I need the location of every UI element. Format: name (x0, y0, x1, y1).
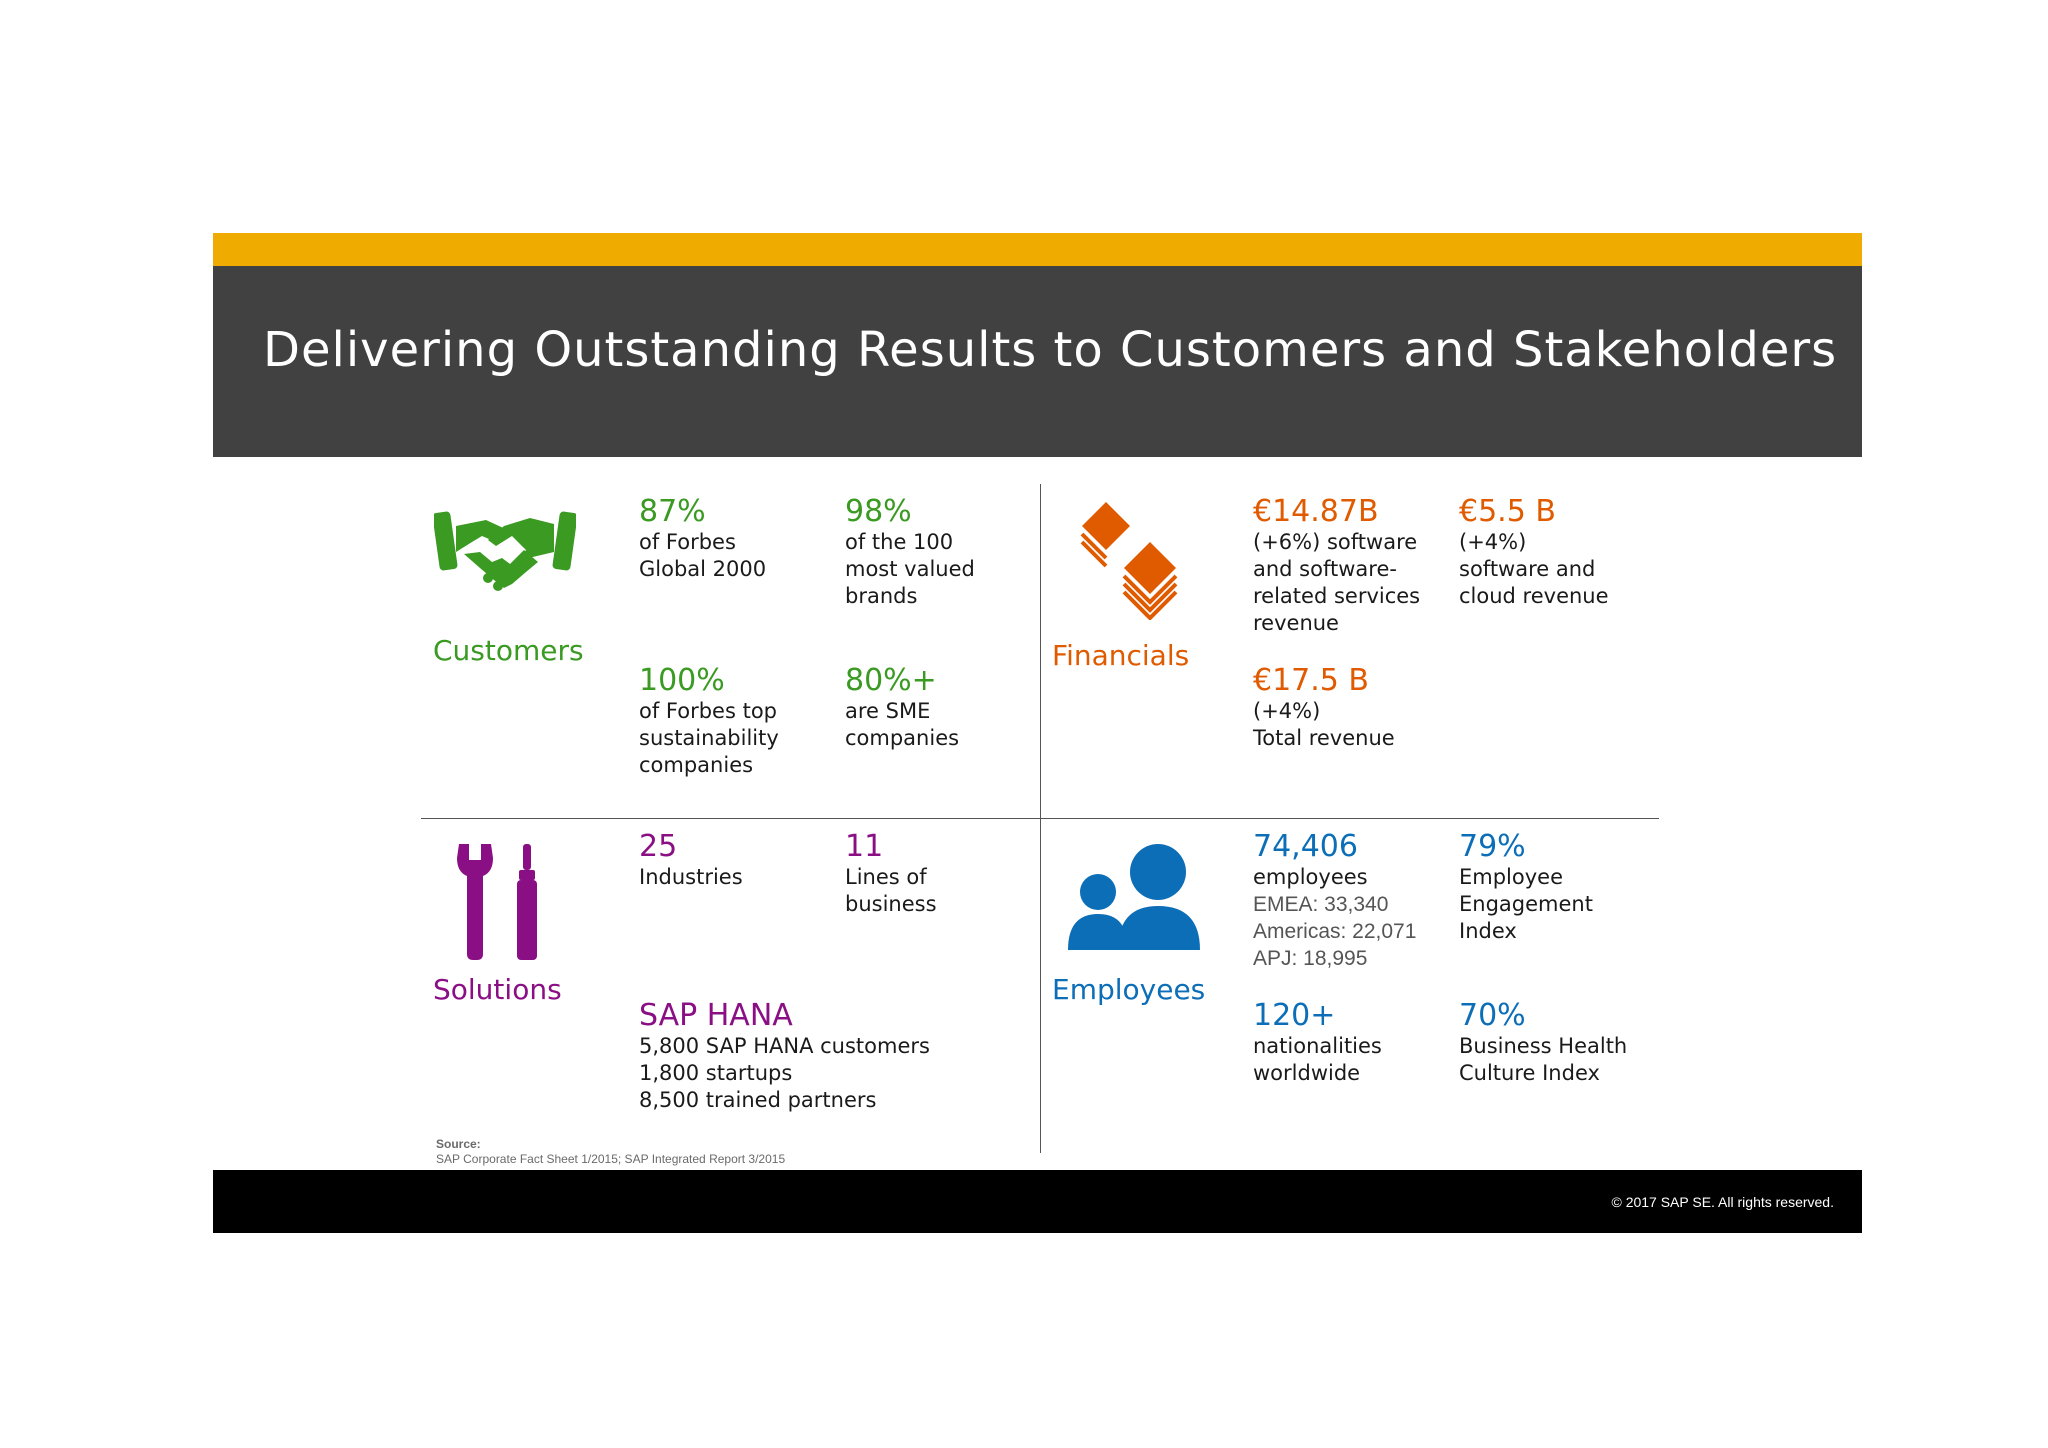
stat-value: 100% (639, 663, 725, 698)
solutions-label: Solutions (433, 973, 562, 1006)
stat-description: of the 100 most valued brands (845, 530, 975, 608)
stat-value: €5.5 B (1459, 494, 1556, 529)
stat-description: Business Health Culture Index (1459, 1034, 1628, 1085)
accent-bar (213, 233, 1862, 266)
customers-label: Customers (433, 634, 584, 667)
footer-bar: © 2017 SAP SE. All rights reserved. (213, 1170, 1862, 1233)
customers-stat-2: 98% of the 100 most valued brands (845, 495, 975, 610)
employees-stat-4: 70% Business Health Culture Index (1459, 999, 1627, 1087)
stat-value: 120+ (1253, 998, 1336, 1033)
stat-value: 87% (639, 494, 706, 529)
stat-description: of Forbes Global 2000 (639, 530, 767, 581)
stat-value: 70% (1459, 998, 1526, 1033)
title-banner: Delivering Outstanding Results to Custom… (213, 266, 1862, 457)
financials-stat-2: €5.5 B (+4%) software and cloud revenue (1459, 495, 1609, 610)
stat-description: employees (1253, 865, 1368, 889)
copyright-text: © 2017 SAP SE. All rights reserved. (1611, 1194, 1834, 1210)
employees-stat-3: 120+ nationalities worldwide (1253, 999, 1382, 1087)
stat-description: (+4%) software and cloud revenue (1459, 530, 1609, 608)
customers-stat-4: 80%+ are SME companies (845, 664, 959, 752)
stat-value: 11 (845, 829, 884, 864)
source-note: Source: SAP Corporate Fact Sheet 1/2015;… (436, 1137, 785, 1167)
region-americas: Americas: 22,071 (1253, 920, 1417, 943)
people-icon (1068, 844, 1200, 950)
stat-value: SAP HANA (639, 998, 793, 1033)
stat-description: of Forbes top sustainability companies (639, 699, 779, 777)
stat-value: 25 (639, 829, 678, 864)
source-label: Source: (436, 1137, 481, 1151)
solutions-stat-3: SAP HANA 5,800 SAP HANA customers 1,800 … (639, 999, 930, 1114)
stat-description: (+4%) Total revenue (1253, 699, 1395, 750)
financials-stat-1: €14.87B (+6%) software and software- rel… (1253, 495, 1420, 637)
region-apj: APJ: 18,995 (1253, 947, 1368, 970)
financials-label: Financials (1052, 639, 1190, 672)
stacked-cards-icon (1080, 502, 1178, 620)
solutions-stat-2: 11 Lines of business (845, 830, 937, 918)
employees-stat-2: 79% Employee Engagement Index (1459, 830, 1593, 945)
stat-value: 98% (845, 494, 912, 529)
financials-stat-3: €17.5 B (+4%) Total revenue (1253, 664, 1395, 752)
stat-description: are SME companies (845, 699, 960, 750)
stat-description: Lines of business (845, 865, 937, 916)
stat-value: 74,406 (1253, 829, 1358, 864)
customers-stat-1: 87% of Forbes Global 2000 (639, 495, 766, 583)
region-emea: EMEA: 33,340 (1253, 893, 1389, 916)
page-title: Delivering Outstanding Results to Custom… (263, 322, 1838, 378)
employees-label: Employees (1052, 973, 1206, 1006)
stat-description: Industries (639, 865, 743, 889)
stat-description: Employee Engagement Index (1459, 865, 1593, 943)
solutions-stat-1: 25 Industries (639, 830, 743, 891)
stat-value: €14.87B (1253, 494, 1379, 529)
stat-value: 79% (1459, 829, 1526, 864)
wrench-screwdriver-icon (457, 844, 537, 960)
stat-value: €17.5 B (1253, 663, 1370, 698)
source-text: SAP Corporate Fact Sheet 1/2015; SAP Int… (436, 1152, 786, 1166)
customers-stat-3: 100% of Forbes top sustainability compan… (639, 664, 779, 779)
stat-description: nationalities worldwide (1253, 1034, 1382, 1085)
quadrant-divider-horizontal (421, 818, 1659, 819)
stat-description: 5,800 SAP HANA customers 1,800 startups … (639, 1034, 930, 1112)
handshake-icon (434, 511, 576, 591)
employees-stat-1: 74,406 employees EMEA: 33,340 Americas: … (1253, 830, 1416, 972)
stat-description: (+6%) software and software- related ser… (1253, 530, 1421, 635)
stat-value: 80%+ (845, 663, 937, 698)
